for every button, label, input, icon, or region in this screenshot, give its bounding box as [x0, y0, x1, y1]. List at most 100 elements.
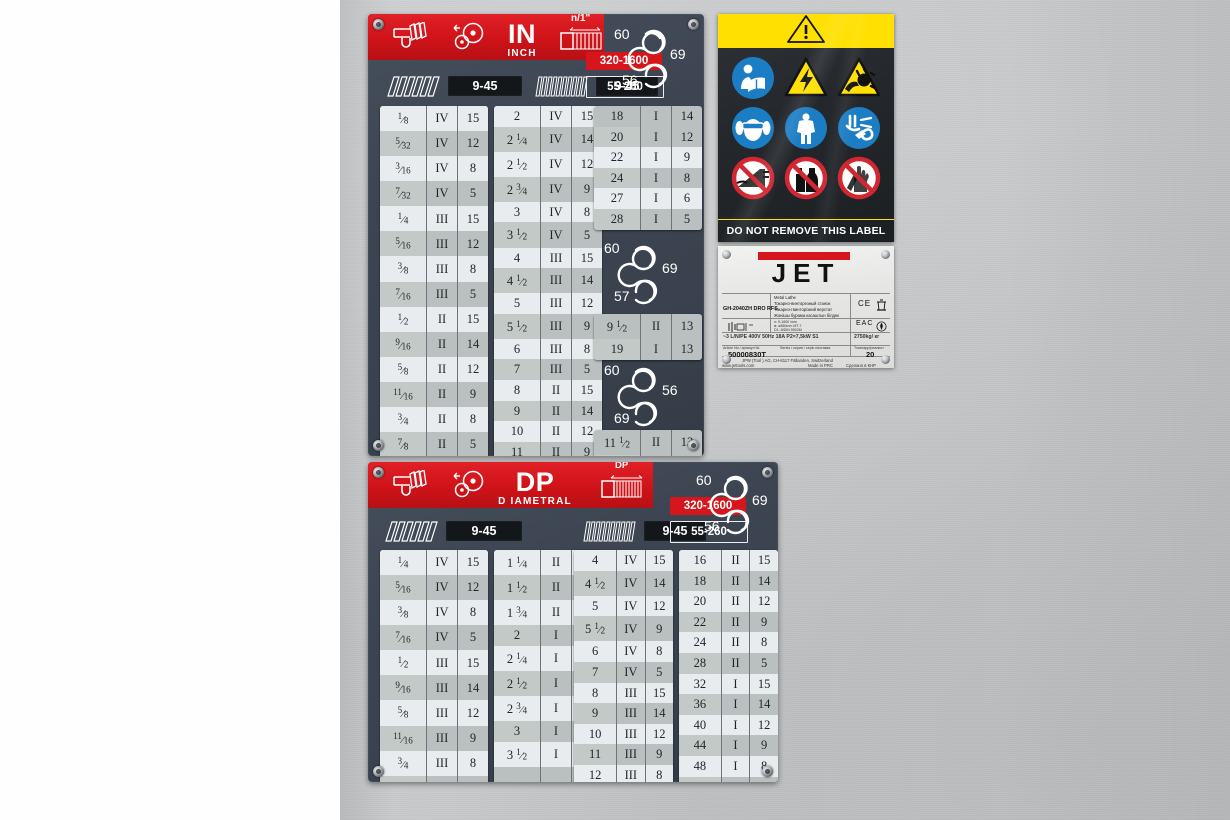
cell-lever: III: [426, 256, 458, 282]
cell-value: 28: [594, 208, 641, 230]
cell-value: 3⁄16: [380, 156, 427, 182]
cell-lever: I: [540, 645, 572, 671]
cell-lever: III: [426, 750, 458, 776]
cell-position: 14: [645, 703, 673, 724]
cell-position: 5: [457, 281, 488, 307]
jet-spec-block: n: 9-1600 /min ø: ø360mm MT-7 D1: 8/DIN …: [774, 320, 802, 332]
table-row: 8 II 15: [494, 380, 602, 401]
table-row: 7 III 5: [494, 359, 602, 381]
gear-bottom-label-c: 69: [614, 410, 630, 426]
gear-bottom-label-b: 56: [662, 382, 678, 398]
cell-position: 8: [645, 764, 673, 782]
table-row: 6 IV 8: [574, 641, 673, 662]
cell-lever: III: [426, 775, 458, 782]
cell-lever: III: [426, 650, 458, 676]
cell-value: 18: [594, 106, 641, 127]
no-gloves-icon: [837, 156, 881, 200]
inch-table-col-1: 1⁄8 IV 15 5⁄32 IV 12 3⁄16 IV 8 7⁄32 IV 5 1⁄4 III 15 5⁄1…: [380, 106, 488, 456]
cell-value: 11: [494, 441, 541, 456]
inch-mini-table-bottom: 11 1⁄2II1323I13: [594, 430, 702, 456]
cell-position: 8: [457, 406, 488, 433]
cell-value: 28: [679, 652, 722, 674]
dp-title-small: D IAMETRAL: [498, 495, 572, 507]
jet-footer-origin-ru: Сделано в КНР: [846, 363, 876, 368]
cell-position: 9: [645, 744, 673, 765]
table-row: 4 IV 15: [574, 550, 673, 571]
dp-rpm-low-badge: 55-260: [670, 521, 748, 543]
jp-divider-2: [722, 318, 890, 319]
table-row: 8 III 15: [574, 682, 673, 704]
table-row: 19 I 13: [594, 339, 702, 360]
cell-value: 3: [494, 721, 541, 742]
cell-value: 23: [594, 455, 641, 456]
dp-left-range-badge: 9-45: [446, 521, 522, 541]
gear-diagram-top: 60 69 56: [608, 20, 700, 92]
table-row: 1⁄2 II 15: [380, 306, 488, 332]
jet-electrical-spec: ~3 L/N/PE 400V 50Hz 18A P2=7,5kW S1: [723, 334, 819, 340]
plate-screw-top-right: [688, 19, 699, 30]
cell-lever: I: [540, 695, 572, 722]
cell-position: 12: [749, 714, 778, 736]
cell-lever: III: [616, 682, 646, 704]
cell-lever: IV: [540, 126, 572, 152]
inch-table-col-2: 2 IV 15 2 1⁄4 IV 14 2 1⁄2 IV 12 2 3⁄4 IV 9 3 IV 8 3 1⁄2…: [494, 106, 602, 456]
cell-lever: II: [540, 421, 572, 442]
cell-lever: III: [540, 247, 572, 269]
table-row: 2 IV 15: [494, 106, 602, 127]
inch-table-col-3: 18 I 14 20 I 12 22 I 9 24 I 8 27 I 6 28 I 5: [594, 106, 702, 230]
table-row: 23I13: [594, 455, 702, 456]
cell-position: 13: [671, 455, 702, 456]
table-row: 40 I 12: [679, 714, 778, 736]
table-row: 5⁄8 III 12: [380, 700, 488, 726]
warning-banner: [718, 14, 894, 48]
cell-value: 5⁄8: [380, 356, 427, 382]
jet-footer-origin: Made in PRC: [808, 363, 833, 368]
table-row: 1⁄4 III 15: [380, 206, 488, 232]
jet-model-number: GH-2040ZH DRO RFS: [723, 306, 778, 312]
cell-lever: III: [426, 725, 458, 751]
rohs-mark-icon: [876, 319, 887, 337]
electric-shock-icon: [784, 56, 828, 100]
cell-position: 5: [457, 775, 488, 782]
cell-value: 18: [679, 570, 722, 592]
cell-value: 9⁄16: [380, 331, 427, 357]
table-row: 5 IV 12: [574, 595, 673, 617]
cell-value: 1⁄2: [380, 650, 427, 676]
cell-value: 1⁄4: [380, 206, 427, 232]
jet-screw-bottom-right: [881, 355, 890, 364]
cell-lever: III: [616, 703, 646, 724]
table-row: 9⁄16 III 14: [380, 675, 488, 701]
cell-position: 5: [457, 625, 488, 651]
cell-position: 12: [571, 293, 602, 314]
inch-plate-header-band: IN INCH n/1": [368, 14, 604, 60]
cell-lever: II: [426, 381, 458, 407]
table-row: 5⁄8 II 12: [380, 356, 488, 382]
cell-lever: III: [540, 313, 572, 339]
table-row: [494, 766, 602, 782]
jet-nameplate: JET GH-2040ZH DRO RFS Metal Lathe Токарн…: [718, 246, 894, 368]
jet-product-line-1: Токарно-винторезный станок: [774, 301, 831, 307]
inch-table-3: 18 I 14 20 I 12 22 I 9 24 I 8 27 I 6 28 I 5: [594, 106, 702, 230]
cell-position: 5: [671, 208, 702, 230]
cell-value: 3⁄8: [380, 600, 427, 626]
table-row: 12 III 8: [574, 764, 673, 782]
cell-value: 11⁄16: [380, 381, 427, 407]
cell-lever: I: [640, 167, 672, 189]
cell-value: 9: [494, 400, 541, 422]
table-row: 11 1⁄2 II 13: [594, 430, 702, 456]
table-row: 3⁄4 III 8: [380, 750, 488, 776]
table-row: 22 II 9: [679, 611, 778, 633]
threads-per-inch-icon: [558, 19, 614, 55]
cell-position: 12: [645, 723, 673, 745]
cell-value: 56: [679, 776, 722, 782]
cell-position: 12: [457, 356, 488, 382]
inch-rpm-high-badge: 320-1600: [586, 52, 662, 70]
table-row: 36 I 14: [679, 694, 778, 715]
table-row: 1 3⁄4II5: [494, 600, 602, 626]
cell-lever: III: [540, 268, 572, 294]
cell-lever: IV: [616, 661, 646, 683]
coarse-thread-icon: [384, 519, 440, 545]
do-not-remove-label-text: DO NOT REMOVE THIS LABEL: [718, 219, 894, 242]
cell-value: 11⁄16: [380, 725, 427, 751]
table-row: 20 I 12: [594, 126, 702, 148]
